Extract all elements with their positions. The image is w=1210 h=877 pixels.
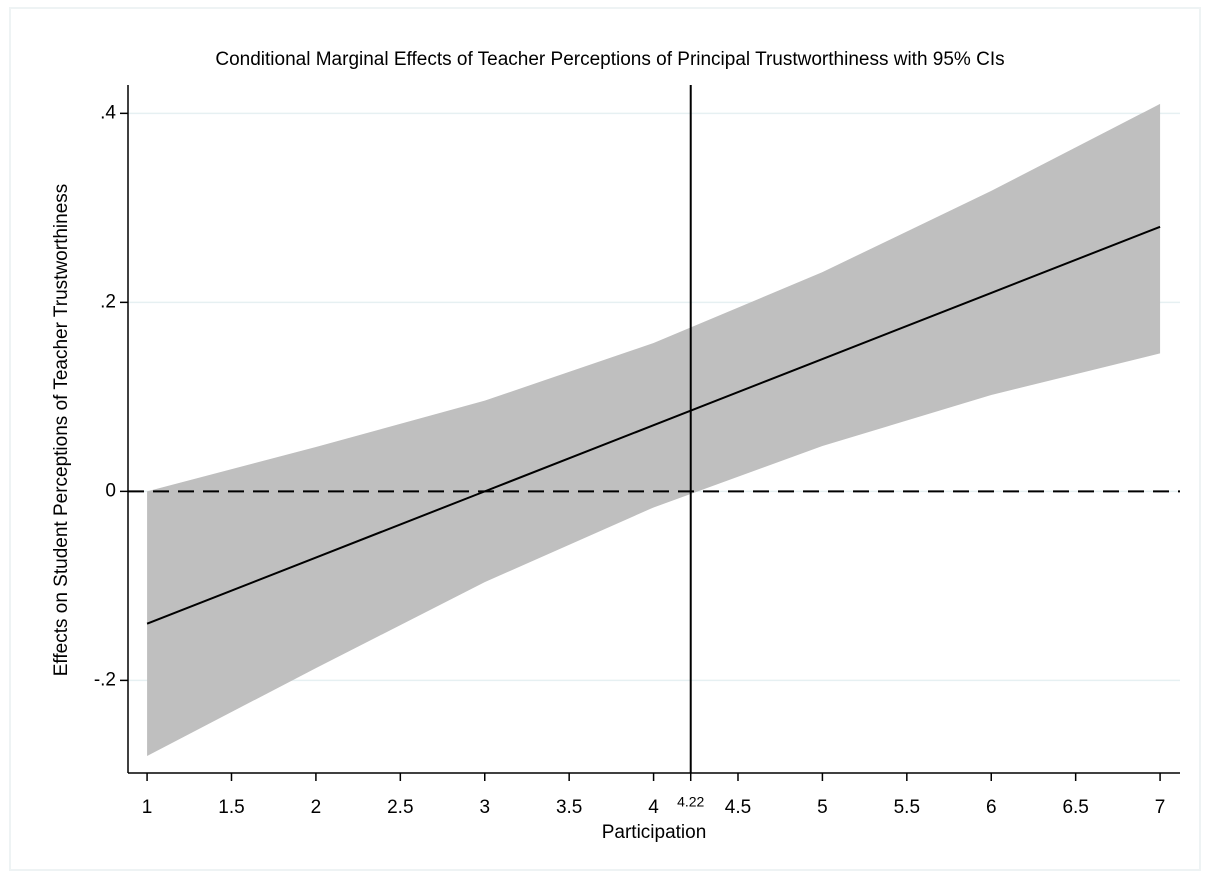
x-tick-label: 5 xyxy=(817,797,828,818)
reference-tick-label: 4.22 xyxy=(677,794,704,810)
x-tick-label: 3 xyxy=(479,797,490,818)
x-tick-label: 4 xyxy=(648,797,659,818)
ci-band xyxy=(147,103,1161,756)
x-tick-label: 2 xyxy=(311,797,322,818)
x-tick-label: 1.5 xyxy=(218,797,244,818)
y-tick-label: 0 xyxy=(105,480,116,501)
y-tick-label: .4 xyxy=(100,102,116,123)
y-axis-label: Effects on Student Perceptions of Teache… xyxy=(51,184,72,677)
x-tick-label: 7 xyxy=(1155,797,1166,818)
x-tick-label: 6.5 xyxy=(1062,797,1088,818)
x-tick-label: 1 xyxy=(142,797,153,818)
y-tick-label: .2 xyxy=(100,291,116,312)
x-tick-label: 2.5 xyxy=(387,797,413,818)
y-tick-label: -.2 xyxy=(94,669,116,690)
x-tick-label: 5.5 xyxy=(894,797,920,818)
x-tick-label: 3.5 xyxy=(556,797,582,818)
x-tick-label: 6 xyxy=(986,797,997,818)
effect-line xyxy=(146,225,1161,625)
chart-title: Conditional Marginal Effects of Teacher … xyxy=(215,49,1004,70)
x-axis-label: Participation xyxy=(602,822,707,843)
x-tick-label: 4.5 xyxy=(725,797,751,818)
